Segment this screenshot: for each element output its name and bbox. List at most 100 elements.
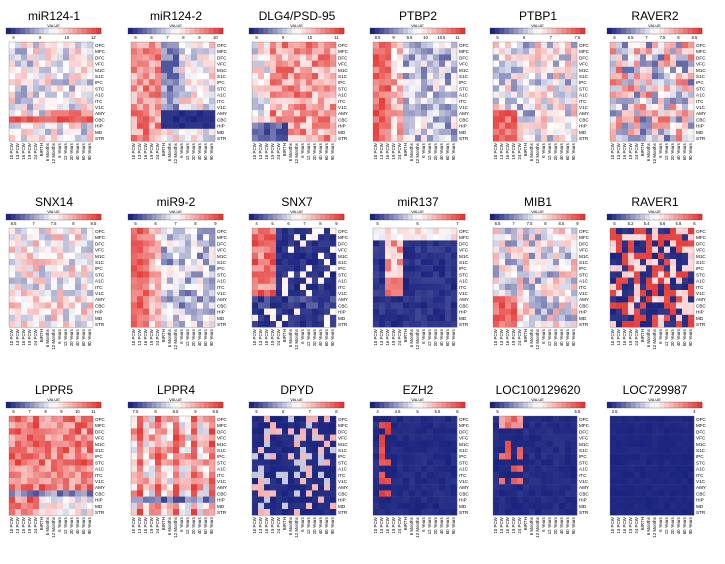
heatmap-cell [294,283,301,291]
heatmap-cell [143,42,150,49]
heatmap-cell [45,66,52,74]
heatmap-cell [664,459,671,466]
heatmap-cell [252,302,259,309]
heatmap-cell [69,234,76,241]
heatmap-cell [439,66,446,74]
heatmap-cell [541,308,548,315]
heatmap-cell [191,490,198,497]
heatmap-cell [15,428,22,435]
heatmap-cell [688,252,695,260]
heatmap-cell [191,104,198,111]
heatmap-cell [397,484,404,491]
heatmap-cell [610,128,617,136]
heatmap-cell [324,428,331,435]
color-scale-swatch [44,402,50,408]
heatmap-cell [185,453,192,460]
heatmap-cell [173,314,180,322]
heatmap-cell [131,122,138,129]
heatmap-cell [155,135,162,142]
heatmap-cell [682,116,689,123]
heatmap-cell [640,314,647,322]
heatmap-cell [427,271,434,278]
region-label: STC [579,460,589,465]
heatmap-cell [439,465,446,472]
color-scale-swatch [673,214,679,220]
heatmap-cell [252,434,259,441]
heatmap-cell [445,265,452,272]
heatmap-cell [21,490,28,497]
age-label: 60 Years [203,328,208,346]
color-scale-swatch [204,402,210,408]
color-scale-swatch [10,214,16,220]
heatmap-cell [565,97,572,105]
heatmap-cell [403,296,410,303]
heatmap-cell [209,283,216,291]
heatmap-cell [565,79,572,86]
heatmap-cell [137,502,144,510]
heatmap-cell [616,478,623,485]
heatmap-cell [258,259,265,266]
heatmap-cell [403,502,410,510]
region-label: DFC [696,241,706,246]
heatmap-cell [155,422,162,429]
heatmap-cell [445,73,452,80]
heatmap-cell [541,79,548,86]
heatmap-cell [173,128,180,136]
heatmap-cell [529,302,536,309]
heatmap-cell [628,228,635,235]
heatmap-cell [670,314,677,322]
color-scale-swatch [513,402,519,408]
heatmap-cell [149,277,156,284]
heatmap-cell [682,79,689,86]
age-label: 60 Years [81,142,86,160]
heatmap-cell [185,496,192,503]
heatmap-cell [69,122,76,129]
heatmap-cell [682,234,689,241]
heatmap-cell [373,228,380,235]
heatmap-cell [27,283,34,291]
heatmap-cell [87,277,94,284]
heatmap-cell [69,79,76,86]
color-scale-swatch [403,402,409,408]
heatmap-cell [640,416,647,423]
age-label: BIRTH [523,143,528,156]
color-scale-swatch [282,28,288,34]
heatmap-cell [21,79,28,86]
heatmap-cell [646,321,653,328]
region-label: VFC [338,62,348,67]
heatmap-cell [185,91,192,98]
heatmap-cell [252,60,259,67]
heatmap-cell [81,42,88,49]
heatmap-cell [565,447,572,454]
heatmap-cell [385,97,392,105]
region-label: MD [459,316,467,321]
heatmap-cell [610,277,617,284]
heatmap-cell [21,496,28,503]
color-scale-swatch [82,214,88,220]
heatmap-cell [616,471,623,479]
heatmap-cell [628,42,635,49]
heatmap-cell [57,490,64,497]
heatmap-cell [433,453,440,460]
heatmap-cell [640,321,647,328]
age-label: 6 Years [57,328,62,343]
heatmap-cell [9,321,16,328]
heatmap-cell [282,490,289,497]
heatmap-cell [373,128,380,136]
heatmap-cell [682,128,689,136]
heatmap-cell [306,314,313,322]
heatmap-cell [318,73,325,80]
heatmap-cell [385,478,392,485]
region-label: M1C [579,68,589,73]
heatmap-cell [57,259,64,266]
heatmap-cell [628,79,635,86]
color-scale-swatch [320,402,326,408]
heatmap-cell [264,128,271,136]
color-scale-swatch [175,214,181,220]
panel-title: EZH2 [403,383,434,397]
heatmap-cell [209,459,216,466]
heatmap-cell [385,453,392,460]
heatmap-cell [209,42,216,49]
heatmap-cell [610,234,617,241]
heatmap-cell [397,416,404,423]
